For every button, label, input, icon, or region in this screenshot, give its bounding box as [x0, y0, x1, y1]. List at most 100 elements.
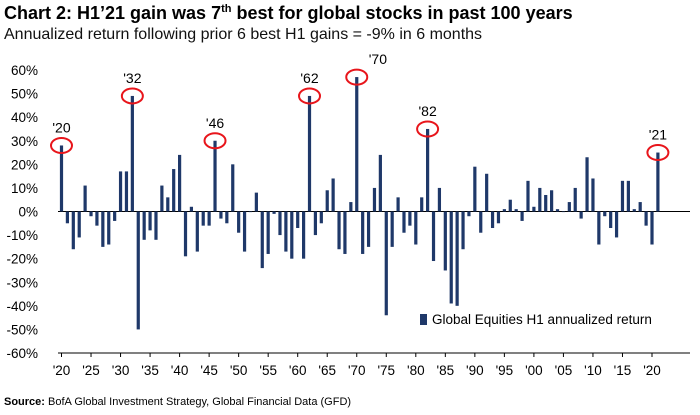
y-tick-label: 50% — [11, 87, 38, 102]
bar-1982 — [426, 128, 430, 212]
bar-1961 — [302, 211, 306, 259]
bar-1922 — [71, 211, 75, 250]
bar-1932 — [130, 95, 134, 212]
bar-2015 — [620, 180, 625, 212]
bar-1999 — [526, 180, 530, 212]
x-tick-label: '30 — [112, 363, 130, 378]
bar-1993 — [490, 211, 495, 229]
x-tick-label: '50 — [230, 363, 248, 378]
bar-1997 — [514, 209, 518, 212]
annotation-label-1962: '62 — [300, 70, 318, 86]
bar-2009 — [585, 157, 589, 212]
bar-2018 — [638, 202, 642, 212]
bar-1992 — [485, 173, 489, 212]
annotation-label-1932: '32 — [123, 70, 141, 86]
bar-1931 — [124, 171, 129, 212]
bar-1994 — [496, 211, 501, 224]
title-superscript: th — [221, 3, 232, 15]
bar-1970 — [355, 77, 359, 212]
bar-1976 — [390, 211, 394, 247]
x-tick-label: '20 — [643, 363, 661, 378]
bar-2005 — [561, 211, 566, 213]
x-tick-label: '70 — [348, 363, 366, 378]
x-tick-label: '25 — [82, 363, 100, 378]
bar-1937 — [160, 185, 164, 212]
bar-1929 — [113, 211, 117, 221]
bar-1990 — [473, 166, 477, 212]
bar-1988 — [461, 211, 465, 250]
chart-subtitle: Annualized return following prior 6 best… — [4, 26, 483, 43]
y-tick-label: -40% — [6, 299, 38, 314]
bar-1954 — [260, 211, 264, 269]
bar-1923 — [77, 211, 81, 238]
bar-2014 — [614, 211, 619, 238]
bar-1974 — [378, 154, 382, 212]
highlight-circle-1932 — [120, 87, 144, 105]
bar-1942 — [189, 206, 194, 212]
y-tick-label: 40% — [11, 110, 38, 125]
bar-2000 — [532, 206, 536, 212]
bar-1986 — [449, 211, 453, 304]
annotation-label-1970: '70 — [369, 51, 387, 67]
bar-1944 — [201, 211, 205, 226]
x-tick-label: '75 — [377, 363, 395, 378]
annotation-label-1946: '46 — [206, 115, 224, 131]
y-tick-label: -60% — [6, 346, 38, 361]
annotation-label-1982: '82 — [418, 103, 436, 119]
source-text: BofA Global Investment Strategy, Global … — [44, 396, 352, 408]
bar-2016 — [626, 180, 630, 212]
bar-1966 — [331, 178, 335, 212]
bar-2012 — [603, 211, 607, 217]
bar-1926 — [95, 211, 99, 226]
bar-2002 — [544, 194, 548, 212]
legend-swatch — [420, 314, 427, 325]
bar-1959 — [290, 211, 294, 259]
bar-1958 — [284, 211, 288, 252]
bar-1981 — [420, 197, 424, 212]
x-tick-label: '35 — [141, 363, 159, 378]
bar-1973 — [372, 187, 377, 212]
bar-2007 — [573, 187, 577, 212]
highlight-circle-1946 — [203, 132, 227, 150]
bar-1975 — [384, 211, 388, 316]
bar-1987 — [455, 211, 459, 306]
bar-2019 — [644, 211, 648, 226]
bar-1933 — [136, 211, 140, 330]
highlight-circle-1982 — [416, 120, 440, 138]
bar-1972 — [366, 211, 371, 247]
x-tick-label: '65 — [318, 363, 336, 378]
bar-chart: 60% 50% 40% 30% 20% 10% 0% -10% -20% -30% -40% -50%… — [6, 51, 690, 378]
x-tick-label: '15 — [614, 363, 632, 378]
bar-1956 — [272, 211, 276, 214]
bar-1960 — [296, 211, 300, 229]
bar-1949 — [231, 164, 235, 212]
bar-2003 — [550, 190, 554, 212]
x-tick-label: '80 — [407, 363, 425, 378]
bar-1939 — [172, 169, 176, 212]
x-tick-label: '85 — [437, 363, 455, 378]
bar-1947 — [219, 211, 223, 219]
highlight-circle-1962 — [298, 87, 322, 105]
bar-1983 — [431, 211, 436, 262]
bar-1953 — [254, 192, 258, 212]
x-tick-label: '60 — [289, 363, 307, 378]
y-tick-label: -10% — [6, 228, 38, 243]
x-tick-label: '40 — [171, 363, 189, 378]
bar-1962 — [307, 95, 312, 212]
bar-2011 — [597, 211, 601, 245]
bar-2004 — [555, 209, 560, 212]
y-tick-label: 20% — [11, 157, 38, 172]
x-tick-label: '95 — [496, 363, 514, 378]
bar-1957 — [278, 211, 282, 236]
annotation-label-2021: '21 — [649, 127, 667, 143]
title-text-end: best for global stocks in past 100 years — [231, 3, 573, 23]
bar-1965 — [325, 190, 329, 212]
bar-2021 — [656, 152, 660, 212]
bar-1934 — [142, 211, 146, 240]
y-tick-label: 0% — [18, 205, 38, 220]
x-tick-label: '90 — [466, 363, 484, 378]
bar-1991 — [479, 211, 483, 233]
x-tick-label: '00 — [525, 363, 543, 378]
bar-2013 — [609, 211, 613, 229]
title-text: Chart 2: H1’21 gain was 7 — [4, 3, 222, 23]
